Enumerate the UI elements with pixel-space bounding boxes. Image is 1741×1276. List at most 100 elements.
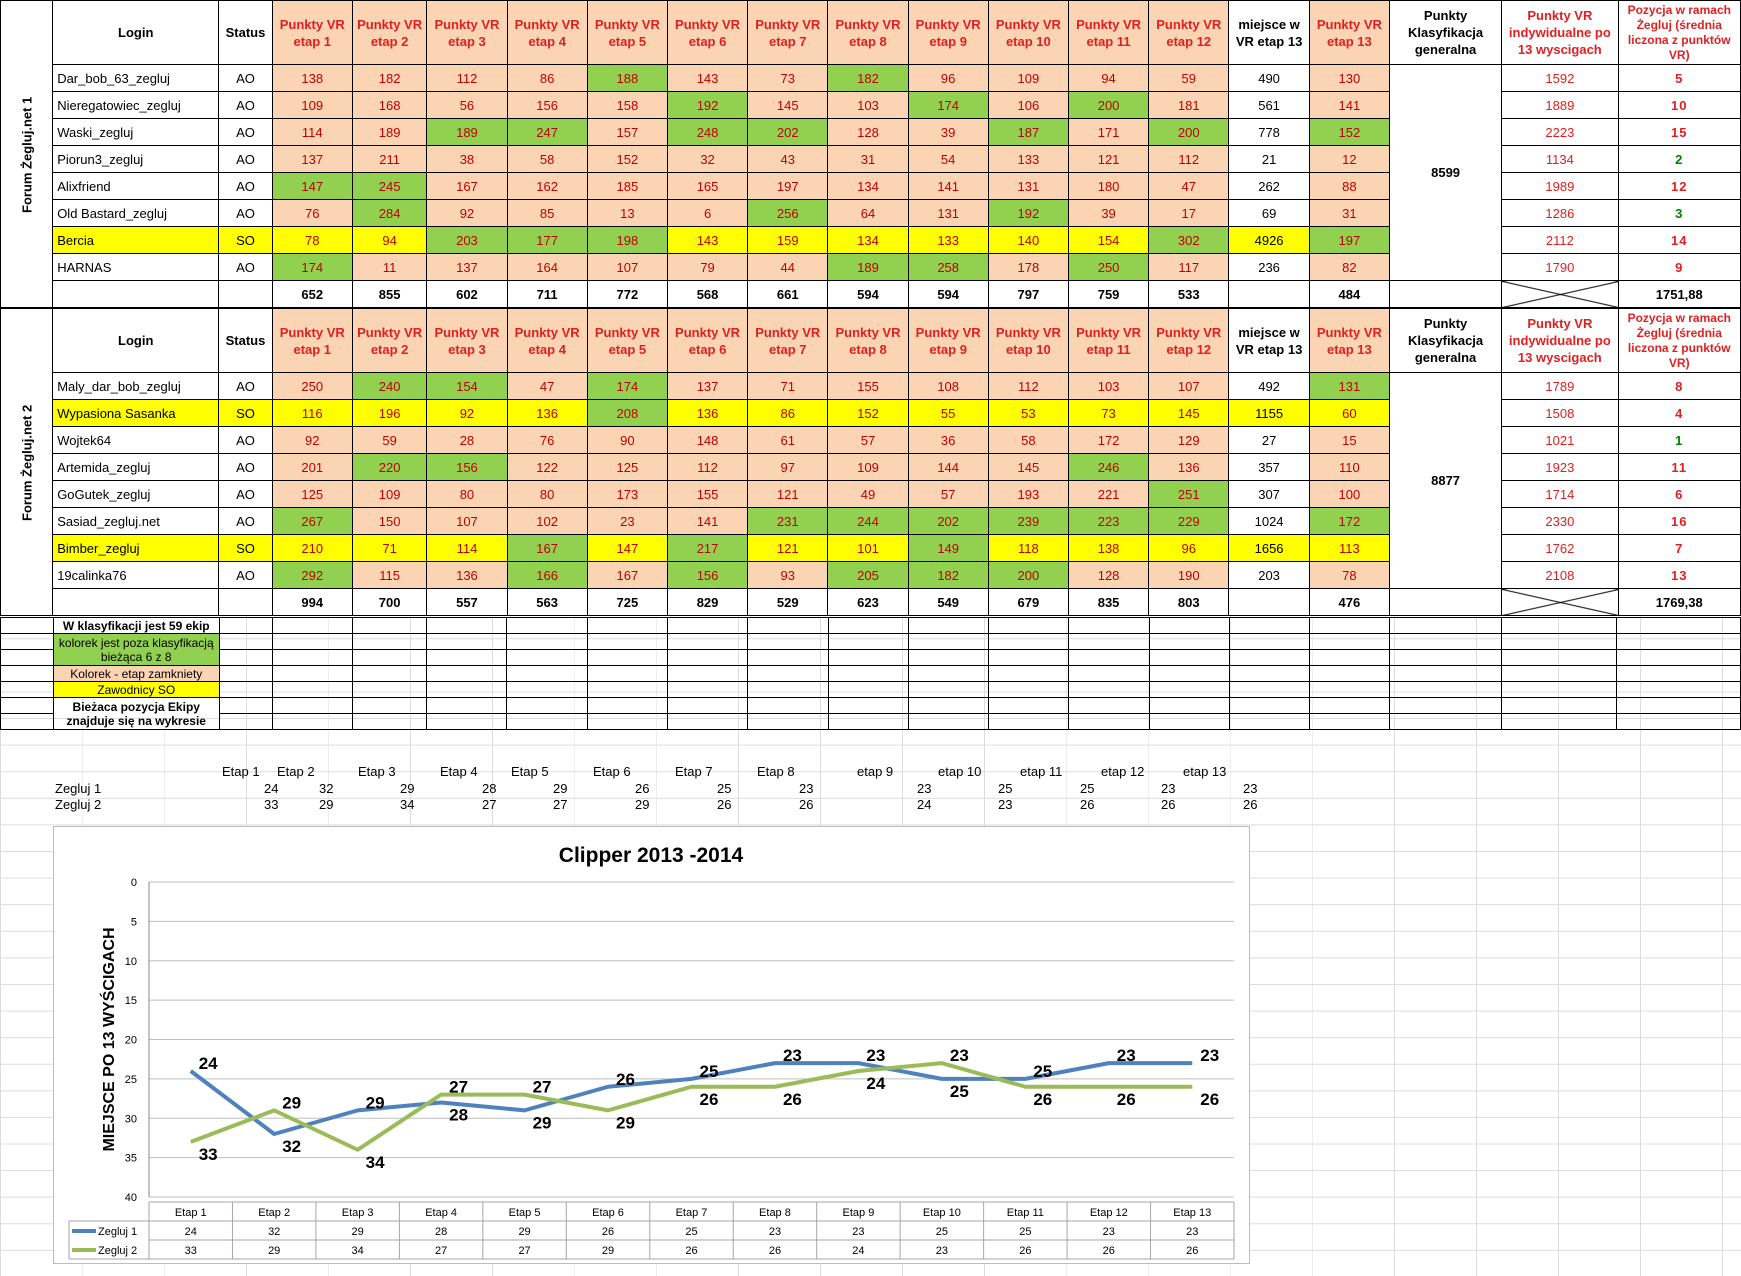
- table-value: 27: [518, 1245, 530, 1257]
- stage-points: 112: [1148, 145, 1230, 173]
- player-status: AO: [218, 199, 273, 227]
- stage-points: 49: [827, 480, 909, 508]
- stage-points: 152: [827, 399, 909, 427]
- stage-sum: 602: [426, 280, 508, 308]
- header-individual: Punkty VR indywidualne po 13 wyscigach: [1501, 308, 1619, 373]
- stage-points: 101: [827, 534, 909, 562]
- table-row: Dar_bob_63_zegluj AO 138 182 112 86 188 143 73 18…: [1, 64, 1741, 281]
- stage-points: 92: [271, 426, 353, 454]
- stage-points: 6: [666, 199, 749, 227]
- stage-points: 58: [506, 145, 588, 173]
- chart-container: Clipper 2013 -2014 0 5 10 15 20 25 30 35 40 MIEJSC…: [53, 826, 1250, 1264]
- data-label: 23: [866, 1046, 885, 1065]
- data-label: 23: [1200, 1046, 1219, 1065]
- mini-value: 33: [264, 797, 279, 812]
- data-label: 26: [1117, 1090, 1136, 1109]
- stage-13-points: 15: [1308, 426, 1390, 454]
- stage-points: 31: [827, 145, 909, 173]
- stage-points: 164: [506, 253, 588, 281]
- table-value: 29: [518, 1226, 530, 1238]
- stage-points: 11: [351, 253, 428, 281]
- stage-points: 205: [827, 561, 909, 589]
- table-value: 23: [936, 1245, 948, 1257]
- data-label: 34: [366, 1153, 385, 1172]
- stage-points: 76: [506, 426, 588, 454]
- place-stage-13: 27: [1228, 426, 1310, 454]
- stage-points: 131: [987, 172, 1069, 200]
- individual-points: 2223: [1501, 118, 1619, 146]
- stage-points: 185: [586, 172, 668, 200]
- stage-sum: 829: [666, 588, 749, 616]
- stage-points: 244: [827, 507, 909, 535]
- table-value: 26: [769, 1245, 781, 1257]
- y-tick-label: 10: [125, 956, 137, 968]
- table-row: Artemida_zegluj AO 201 220 156 122 125 112 97 109…: [1, 453, 1741, 481]
- stage-points: 188: [586, 64, 668, 92]
- general-points: 8599: [1388, 64, 1503, 281]
- header-stage-12: Punkty VR etap 12: [1148, 308, 1230, 373]
- stage-sum: 772: [586, 280, 668, 308]
- table-row: Nieregatowiec_zegluj AO 109 168 56 156 158 192 1…: [1, 91, 1741, 119]
- stage-13-points: 31: [1308, 199, 1390, 227]
- stage-sum: 725: [586, 588, 668, 616]
- x-tick-label: Etap 7: [676, 1207, 708, 1219]
- header-stage-3: Punkty VR etap 3: [426, 0, 508, 65]
- table-row: Maly_dar_bob_zegluj AO 250 240 154 47 174 137 71…: [1, 372, 1741, 589]
- stage-points: 17: [1148, 199, 1230, 227]
- player-login: Wypasiona Sasanka: [52, 399, 220, 427]
- mini-stage-header: etap 13: [1183, 764, 1227, 779]
- header-stage-1: Punkty VR etap 1: [271, 0, 353, 65]
- crossed-cell: [1501, 588, 1619, 616]
- header-stage-9: Punkty VR etap 9: [907, 308, 989, 373]
- stage-13-points: 60: [1308, 399, 1390, 427]
- stage-points: 141: [666, 507, 749, 535]
- stage-points: 73: [1067, 399, 1150, 427]
- player-status: SO: [218, 534, 273, 562]
- stage-points: 80: [426, 480, 508, 508]
- player-status: AO: [218, 561, 273, 589]
- stage-points: 150: [351, 507, 428, 535]
- mini-stage-header: Etap 7: [675, 764, 713, 779]
- stage-points: 85: [506, 199, 588, 227]
- stage-points: 208: [586, 399, 668, 427]
- header-place13: miejsce w VR etap 13: [1228, 308, 1310, 373]
- stage-points: 73: [747, 64, 829, 92]
- individual-points: 2108: [1501, 561, 1619, 589]
- stage-points: 187: [987, 118, 1069, 146]
- individual-points: 1989: [1501, 172, 1619, 200]
- table-value: 29: [268, 1245, 280, 1257]
- data-label: 26: [700, 1090, 719, 1109]
- place-stage-13: 4926: [1228, 226, 1310, 254]
- table-value: 23: [1103, 1226, 1115, 1238]
- stage-points: 28: [426, 426, 508, 454]
- mini-stage-header: Etap 3: [358, 764, 396, 779]
- player-status: AO: [218, 118, 273, 146]
- stage-points: 128: [1067, 561, 1150, 589]
- stage-points: 167: [506, 534, 588, 562]
- mini-stage-header: etap 11: [1020, 764, 1063, 779]
- player-login: Piorun3_zegluj: [52, 145, 220, 173]
- individual-points: 1889: [1501, 91, 1619, 119]
- stage-points: 250: [1067, 253, 1150, 281]
- stage-13-sum: 484: [1308, 280, 1390, 308]
- player-login: HARNAS: [52, 253, 220, 281]
- crossed-cell: [1501, 280, 1619, 308]
- stage-13-points: 131: [1308, 372, 1390, 400]
- stage-points: 171: [1067, 118, 1150, 146]
- y-tick-label: 40: [125, 1192, 137, 1204]
- mini-stage-header: Etap 2: [277, 764, 315, 779]
- place-stage-13: 236: [1228, 253, 1310, 281]
- y-tick-label: 15: [125, 995, 137, 1007]
- y-tick-label: 35: [125, 1153, 137, 1165]
- stage-points: 166: [506, 561, 588, 589]
- stage-points: 71: [747, 372, 829, 400]
- stage-points: 256: [747, 199, 829, 227]
- stage-points: 156: [426, 453, 508, 481]
- data-label: 29: [616, 1113, 635, 1132]
- header-stage-7: Punkty VR etap 7: [747, 308, 829, 373]
- stage-points: 129: [1148, 426, 1230, 454]
- table-row: GoGutek_zegluj AO 125 109 80 80 173 155 121 49 57 1…: [1, 480, 1741, 508]
- stage-points: 147: [586, 534, 668, 562]
- header-general: Punkty Klasyfikacja generalna: [1388, 0, 1503, 65]
- mini-stage-header: etap 9: [857, 764, 894, 779]
